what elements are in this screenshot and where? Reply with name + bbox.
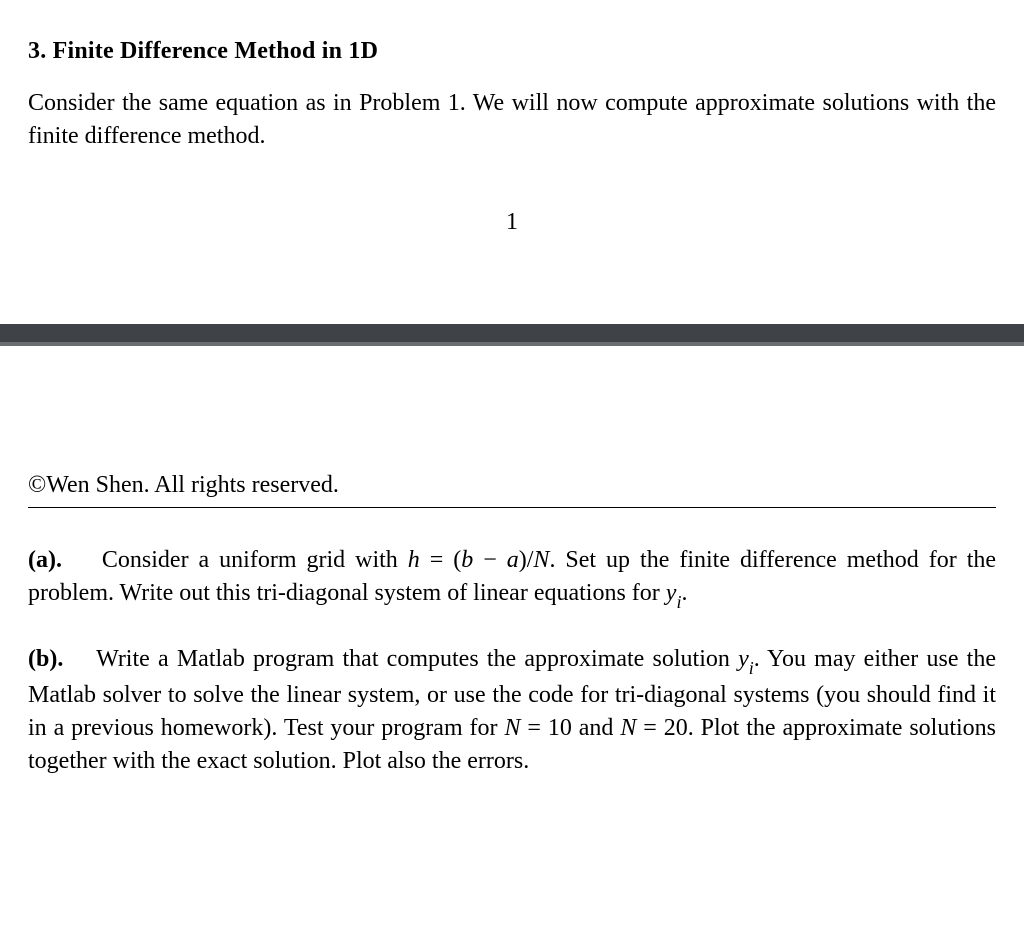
- part-b-text-1: Write a Matlab program that computes the…: [96, 646, 738, 672]
- page-number: 1: [28, 209, 996, 236]
- math-b: b: [461, 547, 473, 573]
- math-h: h: [408, 547, 420, 573]
- problem-number: 3.: [28, 38, 46, 64]
- problem-heading: 3. Finite Difference Method in 1D: [28, 38, 996, 65]
- divider-bar-dark: [0, 324, 1024, 342]
- part-b-label: (b).: [28, 646, 63, 672]
- math-minus: −: [473, 547, 507, 573]
- problem-title: Finite Difference Method in 1D: [53, 38, 379, 64]
- part-a-text-1: Consider a uniform grid with: [102, 547, 408, 573]
- math-a: a: [507, 547, 519, 573]
- part-b: (b). Write a Matlab program that compute…: [28, 643, 996, 778]
- page-break-divider: [0, 324, 1024, 346]
- math-sub-i: i: [676, 592, 681, 612]
- document-page: 3. Finite Difference Method in 1D Consid…: [0, 38, 1024, 778]
- math-close: )/: [519, 547, 534, 573]
- math-N: N: [533, 547, 549, 573]
- part-a-text-3: .: [681, 580, 687, 606]
- math-eq-open: = (: [420, 547, 461, 573]
- page-gap: [28, 346, 996, 472]
- math-N1: N: [504, 715, 520, 741]
- math-y-b: y: [738, 646, 749, 672]
- math-y: y: [666, 580, 677, 606]
- math-eq1: = 10 and: [520, 715, 620, 741]
- math-sub-i-b: i: [749, 658, 754, 678]
- math-N2: N: [620, 715, 636, 741]
- copyright-line: ©Wen Shen. All rights reserved.: [28, 472, 996, 508]
- part-a-label: (a).: [28, 547, 62, 573]
- part-a: (a). Consider a uniform grid with h = (b…: [28, 544, 996, 613]
- intro-paragraph: Consider the same equation as in Problem…: [28, 87, 996, 153]
